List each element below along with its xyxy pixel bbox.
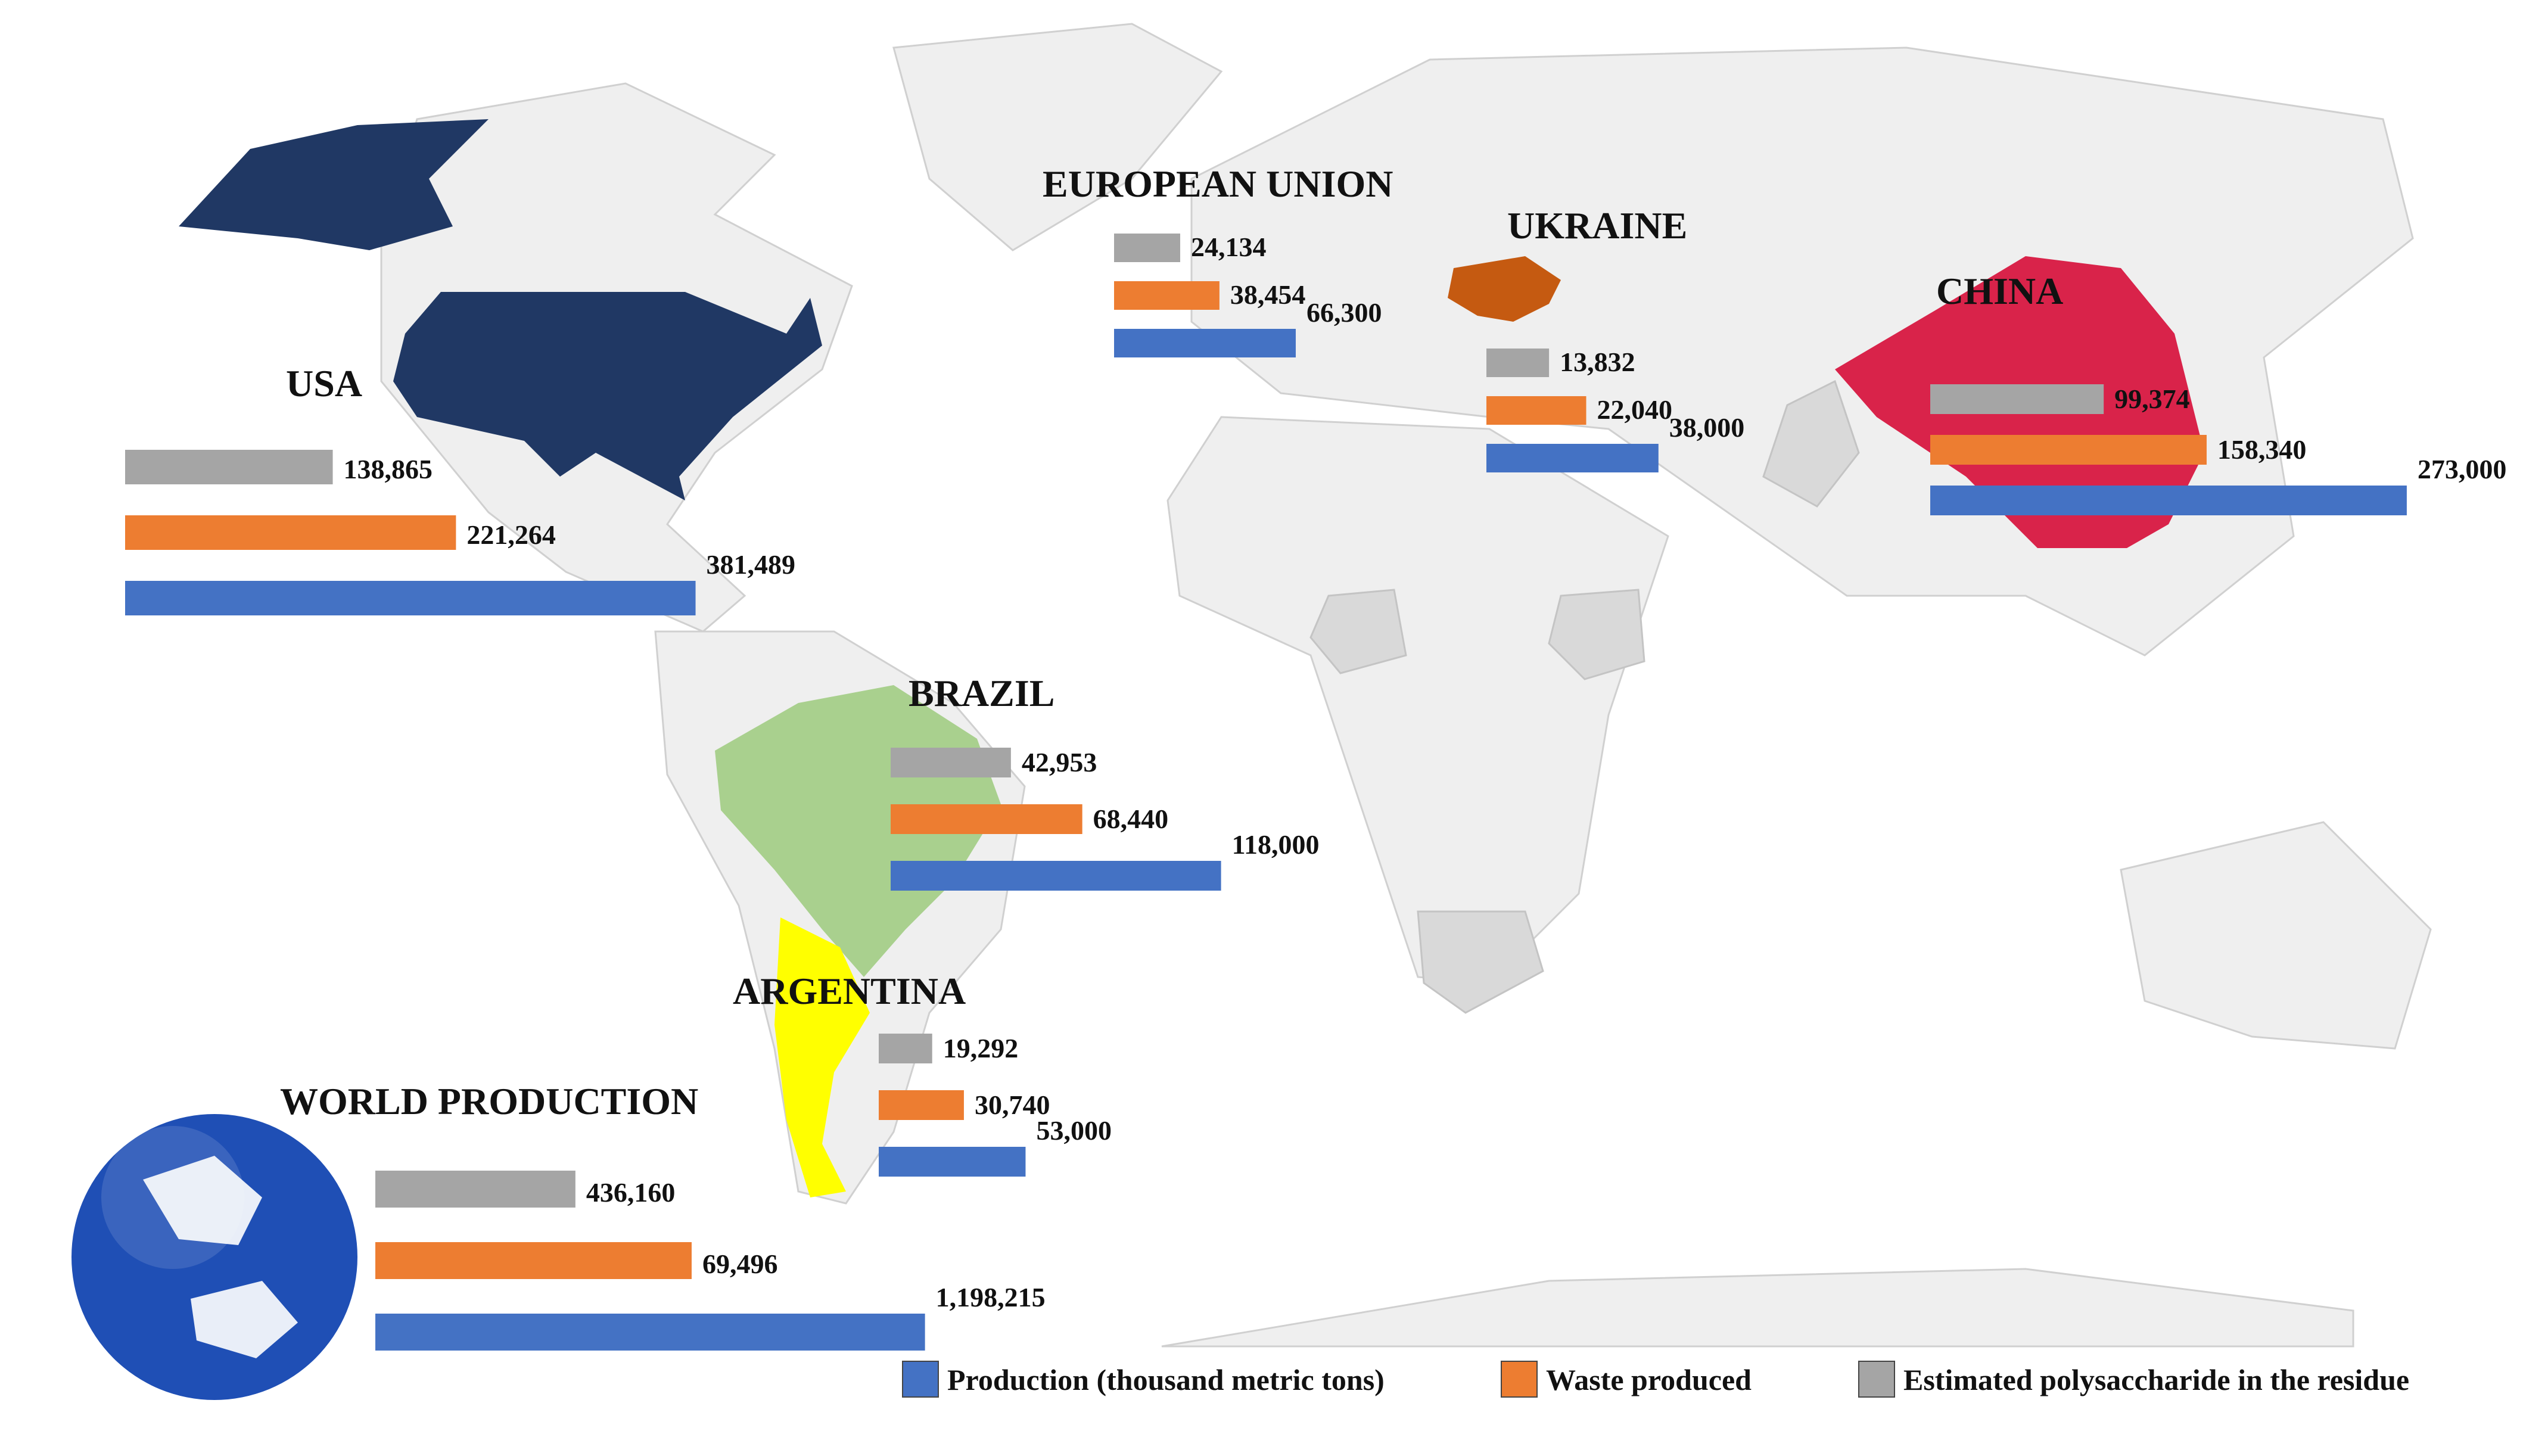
nigeria-shape [1309,589,1407,674]
bar-polysaccharide [1114,234,1181,262]
bar-production [1114,329,1296,357]
bar-waste [1486,396,1586,425]
chart-layer: USA 138,865 221,264 381,489 EUROPEAN UNION 24… [125,163,2506,1351]
data-label-polysaccharide: 436,160 [586,1177,676,1208]
data-label-production: 53,000 [1036,1115,1112,1146]
bar-polysaccharide [879,1034,932,1063]
data-label-waste: 221,264 [466,519,556,550]
data-label-waste: 68,440 [1093,804,1169,834]
bar-production [879,1147,1026,1177]
greenland-land [892,23,1223,251]
data-label-production: 1,198,215 [936,1282,1046,1312]
data-label-production: 66,300 [1306,297,1382,328]
data-label-polysaccharide: 42,953 [1022,747,1097,777]
south-africa-shape [1417,910,1544,1014]
data-label-polysaccharide: 13,832 [1560,347,1635,377]
bar-production [375,1314,925,1351]
data-label-production: 118,000 [1232,829,1320,860]
bar-polysaccharide [1486,349,1550,377]
bar-polysaccharide [125,450,333,484]
data-label-polysaccharide: 138,865 [344,454,433,484]
land-masses [380,23,2432,1348]
bar-waste [1114,281,1220,310]
ukraine-shape [1448,256,1561,322]
bar-waste [879,1090,964,1120]
data-label-production: 381,489 [707,549,796,580]
pakistan-shape [1762,379,1860,508]
bar-polysaccharide [891,748,1011,777]
data-label-production: 273,000 [2418,454,2506,484]
bar-polysaccharide [375,1171,575,1208]
group-title: CHINA [1936,270,2063,312]
australia-land [2120,821,2432,1050]
legend-swatch [902,1361,939,1398]
data-label-waste: 158,340 [2217,434,2307,465]
group-title: EUROPEAN UNION [1043,163,1393,205]
bar-production [1930,486,2407,515]
data-label-waste: 22,040 [1597,394,1673,425]
antarctica-land [1161,1268,2354,1348]
bar-production [891,861,1221,891]
bar-production [1486,444,1659,472]
data-label-waste: 30,740 [975,1090,1050,1120]
data-label-waste: 69,496 [702,1249,778,1279]
africa-land [1166,416,1669,984]
globe-icon [71,1114,357,1400]
group-title: USA [286,362,362,405]
bar-polysaccharide [1930,384,2104,414]
data-label-production: 38,000 [1669,412,1745,443]
secondary-countries [1309,379,1860,1014]
legend-swatch [1501,1361,1538,1398]
usa-shape [393,292,822,500]
group-title: WORLD PRODUCTION [280,1080,698,1122]
legend: Production (thousand metric tons) Waste p… [902,1361,2409,1398]
group-title: BRAZIL [909,672,1054,714]
data-label-polysaccharide: 19,292 [943,1033,1019,1063]
data-label-waste: 38,454 [1230,279,1306,310]
argentina-shape [774,917,870,1197]
group-title: UKRAINE [1507,204,1687,247]
alaska-shape [179,119,489,250]
data-label-polysaccharide: 24,134 [1191,232,1267,262]
data-label-polysaccharide: 99,374 [2114,384,2190,414]
ethiopia-shape [1548,589,1645,680]
bar-waste [891,804,1082,834]
bar-waste [375,1242,692,1279]
legend-label: Waste produced [1546,1363,1752,1396]
legend-swatch [1858,1361,1895,1398]
legend-label: Estimated polysaccharide in the residue [1903,1363,2409,1396]
legend-label: Production (thousand metric tons) [947,1363,1385,1396]
group-title: ARGENTINA [733,970,966,1012]
bar-waste [1930,435,2207,465]
bar-waste [125,515,456,550]
bar-production [125,581,696,615]
